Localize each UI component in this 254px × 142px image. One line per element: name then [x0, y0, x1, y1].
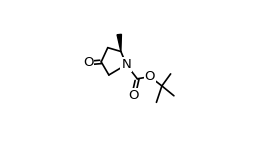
- Text: O: O: [83, 57, 93, 69]
- Polygon shape: [117, 34, 121, 52]
- Text: O: O: [145, 70, 155, 83]
- Text: N: N: [121, 58, 131, 71]
- Text: O: O: [128, 89, 139, 102]
